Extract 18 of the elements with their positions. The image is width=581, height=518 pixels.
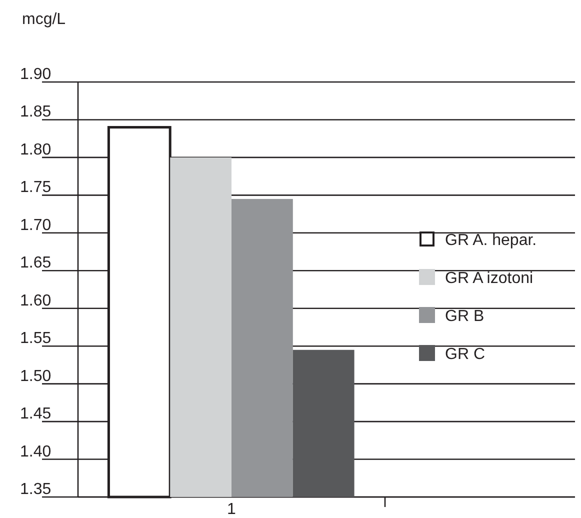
y-tick-label: 1.45 <box>20 406 52 423</box>
y-tick-label: 1.90 <box>20 66 52 83</box>
y-tick-label: 1.85 <box>20 104 52 121</box>
y-tick-label: 1.50 <box>20 368 52 385</box>
legend-label: GR B <box>445 308 484 325</box>
y-tick-label: 1.55 <box>20 330 52 348</box>
legend-label: GR A izotoni <box>445 270 534 287</box>
y-tick-label: 1.35 <box>20 481 52 498</box>
y-tick-label: 1.65 <box>20 254 52 272</box>
y-tick-label: 1.40 <box>20 443 52 460</box>
y-tick-label: 1.75 <box>20 179 52 196</box>
legend-label: GR A. hepar. <box>445 232 537 249</box>
legend-label: GR C <box>445 346 485 363</box>
y-tick-label: 1.60 <box>20 292 52 310</box>
y-tick-label: 1.70 <box>20 216 52 234</box>
y-tick-label: 1.80 <box>20 141 52 158</box>
x-tick-label: 1 <box>227 501 236 518</box>
y-axis-title: mcg/L <box>22 11 66 28</box>
